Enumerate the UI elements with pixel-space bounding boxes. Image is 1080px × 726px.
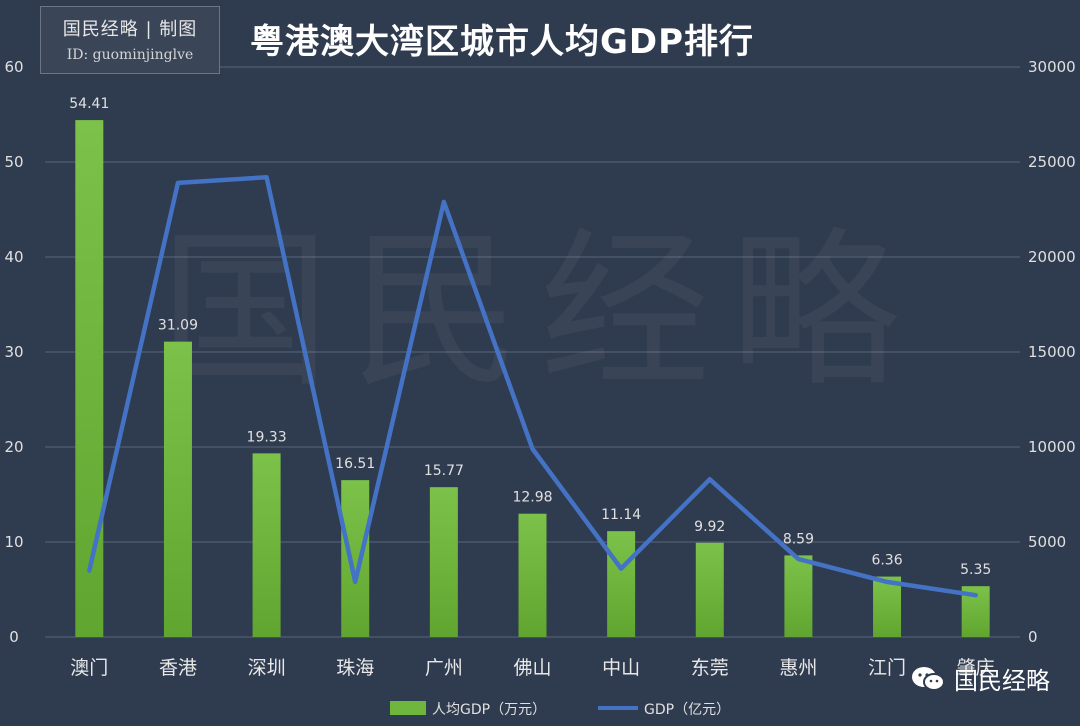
left-tick-label: 10 bbox=[4, 533, 23, 551]
left-tick-label: 60 bbox=[4, 58, 23, 76]
brand-mark: 国民经略 bbox=[910, 661, 1050, 696]
right-tick-label: 25000 bbox=[1028, 153, 1076, 171]
category-label: 江门 bbox=[868, 657, 906, 679]
category-label: 佛山 bbox=[513, 657, 551, 679]
legend: 人均GDP（万元） GDP（亿元） bbox=[390, 701, 730, 718]
bar bbox=[695, 542, 724, 637]
bar bbox=[252, 453, 281, 637]
watermark: 国民经略 bbox=[160, 213, 920, 411]
left-tick-label: 30 bbox=[4, 343, 23, 361]
bar-value-label: 19.33 bbox=[247, 429, 287, 445]
left-tick-label: 0 bbox=[9, 628, 19, 646]
left-tick-label: 40 bbox=[4, 248, 23, 266]
badge-line2: ID: guominjinglve bbox=[66, 47, 194, 63]
category-label: 中山 bbox=[602, 657, 640, 679]
bar bbox=[607, 531, 636, 637]
legend-line-label: GDP（亿元） bbox=[644, 702, 730, 718]
left-tick-label: 20 bbox=[4, 438, 23, 456]
bar bbox=[163, 341, 192, 637]
wechat-icon bbox=[910, 665, 946, 693]
bar bbox=[341, 480, 370, 637]
gdp-line-path bbox=[87, 174, 978, 598]
bar-value-label: 15.77 bbox=[424, 463, 464, 479]
legend-bar-swatch bbox=[390, 701, 426, 715]
category-label: 惠州 bbox=[779, 657, 817, 679]
bar-value-label: 16.51 bbox=[335, 456, 375, 472]
legend-bar-label: 人均GDP（万元） bbox=[432, 702, 546, 718]
left-tick-label: 50 bbox=[4, 153, 23, 171]
author-badge: 国民经略 | 制图 ID: guominjinglve bbox=[40, 6, 220, 74]
category-label: 广州 bbox=[425, 657, 463, 679]
category-label: 肇庆 bbox=[957, 657, 995, 679]
category-label: 深圳 bbox=[248, 657, 286, 679]
bar-value-label: 5.35 bbox=[960, 562, 991, 578]
category-label: 香港 bbox=[159, 657, 197, 679]
right-tick-label: 30000 bbox=[1028, 58, 1076, 76]
right-axis-ticks: 0 5000 10000 15000 20000 25000 30000 bbox=[1028, 58, 1076, 646]
category-label: 珠海 bbox=[336, 657, 374, 679]
bars bbox=[75, 120, 990, 638]
chart-title: 粤港澳大湾区城市人均GDP排行 bbox=[250, 22, 755, 62]
bar-value-label: 6.36 bbox=[871, 553, 902, 569]
category-label: 澳门 bbox=[70, 657, 108, 679]
bar bbox=[518, 513, 547, 637]
bar-value-label: 31.09 bbox=[158, 318, 198, 334]
bar-value-label: 11.14 bbox=[601, 507, 641, 523]
right-tick-label: 20000 bbox=[1028, 248, 1076, 266]
right-tick-label: 0 bbox=[1028, 628, 1038, 646]
bar bbox=[784, 555, 813, 637]
badge-line1: 国民经略 | 制图 bbox=[62, 19, 198, 40]
bar bbox=[873, 576, 902, 637]
bar bbox=[75, 120, 104, 638]
left-axis-ticks: 0 10 20 30 40 50 60 bbox=[4, 58, 23, 646]
bar bbox=[429, 487, 458, 637]
category-labels: 澳门 香港 深圳 珠海 广州 佛山 中山 东莞 惠州 江门 肇庆 bbox=[70, 657, 994, 679]
right-tick-label: 5000 bbox=[1028, 533, 1066, 551]
bar-value-label: 54.41 bbox=[69, 96, 109, 112]
right-tick-label: 15000 bbox=[1028, 343, 1076, 361]
gdp-line bbox=[87, 174, 978, 598]
brand-text: 国民经略 bbox=[954, 667, 1050, 695]
right-tick-label: 10000 bbox=[1028, 438, 1076, 456]
bar-value-label: 8.59 bbox=[783, 531, 814, 547]
category-label: 东莞 bbox=[691, 657, 729, 679]
bar-value-label: 9.92 bbox=[694, 519, 725, 535]
bar-value-label: 12.98 bbox=[512, 490, 552, 506]
data-labels: 54.41 31.09 19.33 16.51 15.77 12.98 11.14 9.92 8… bbox=[69, 96, 991, 578]
